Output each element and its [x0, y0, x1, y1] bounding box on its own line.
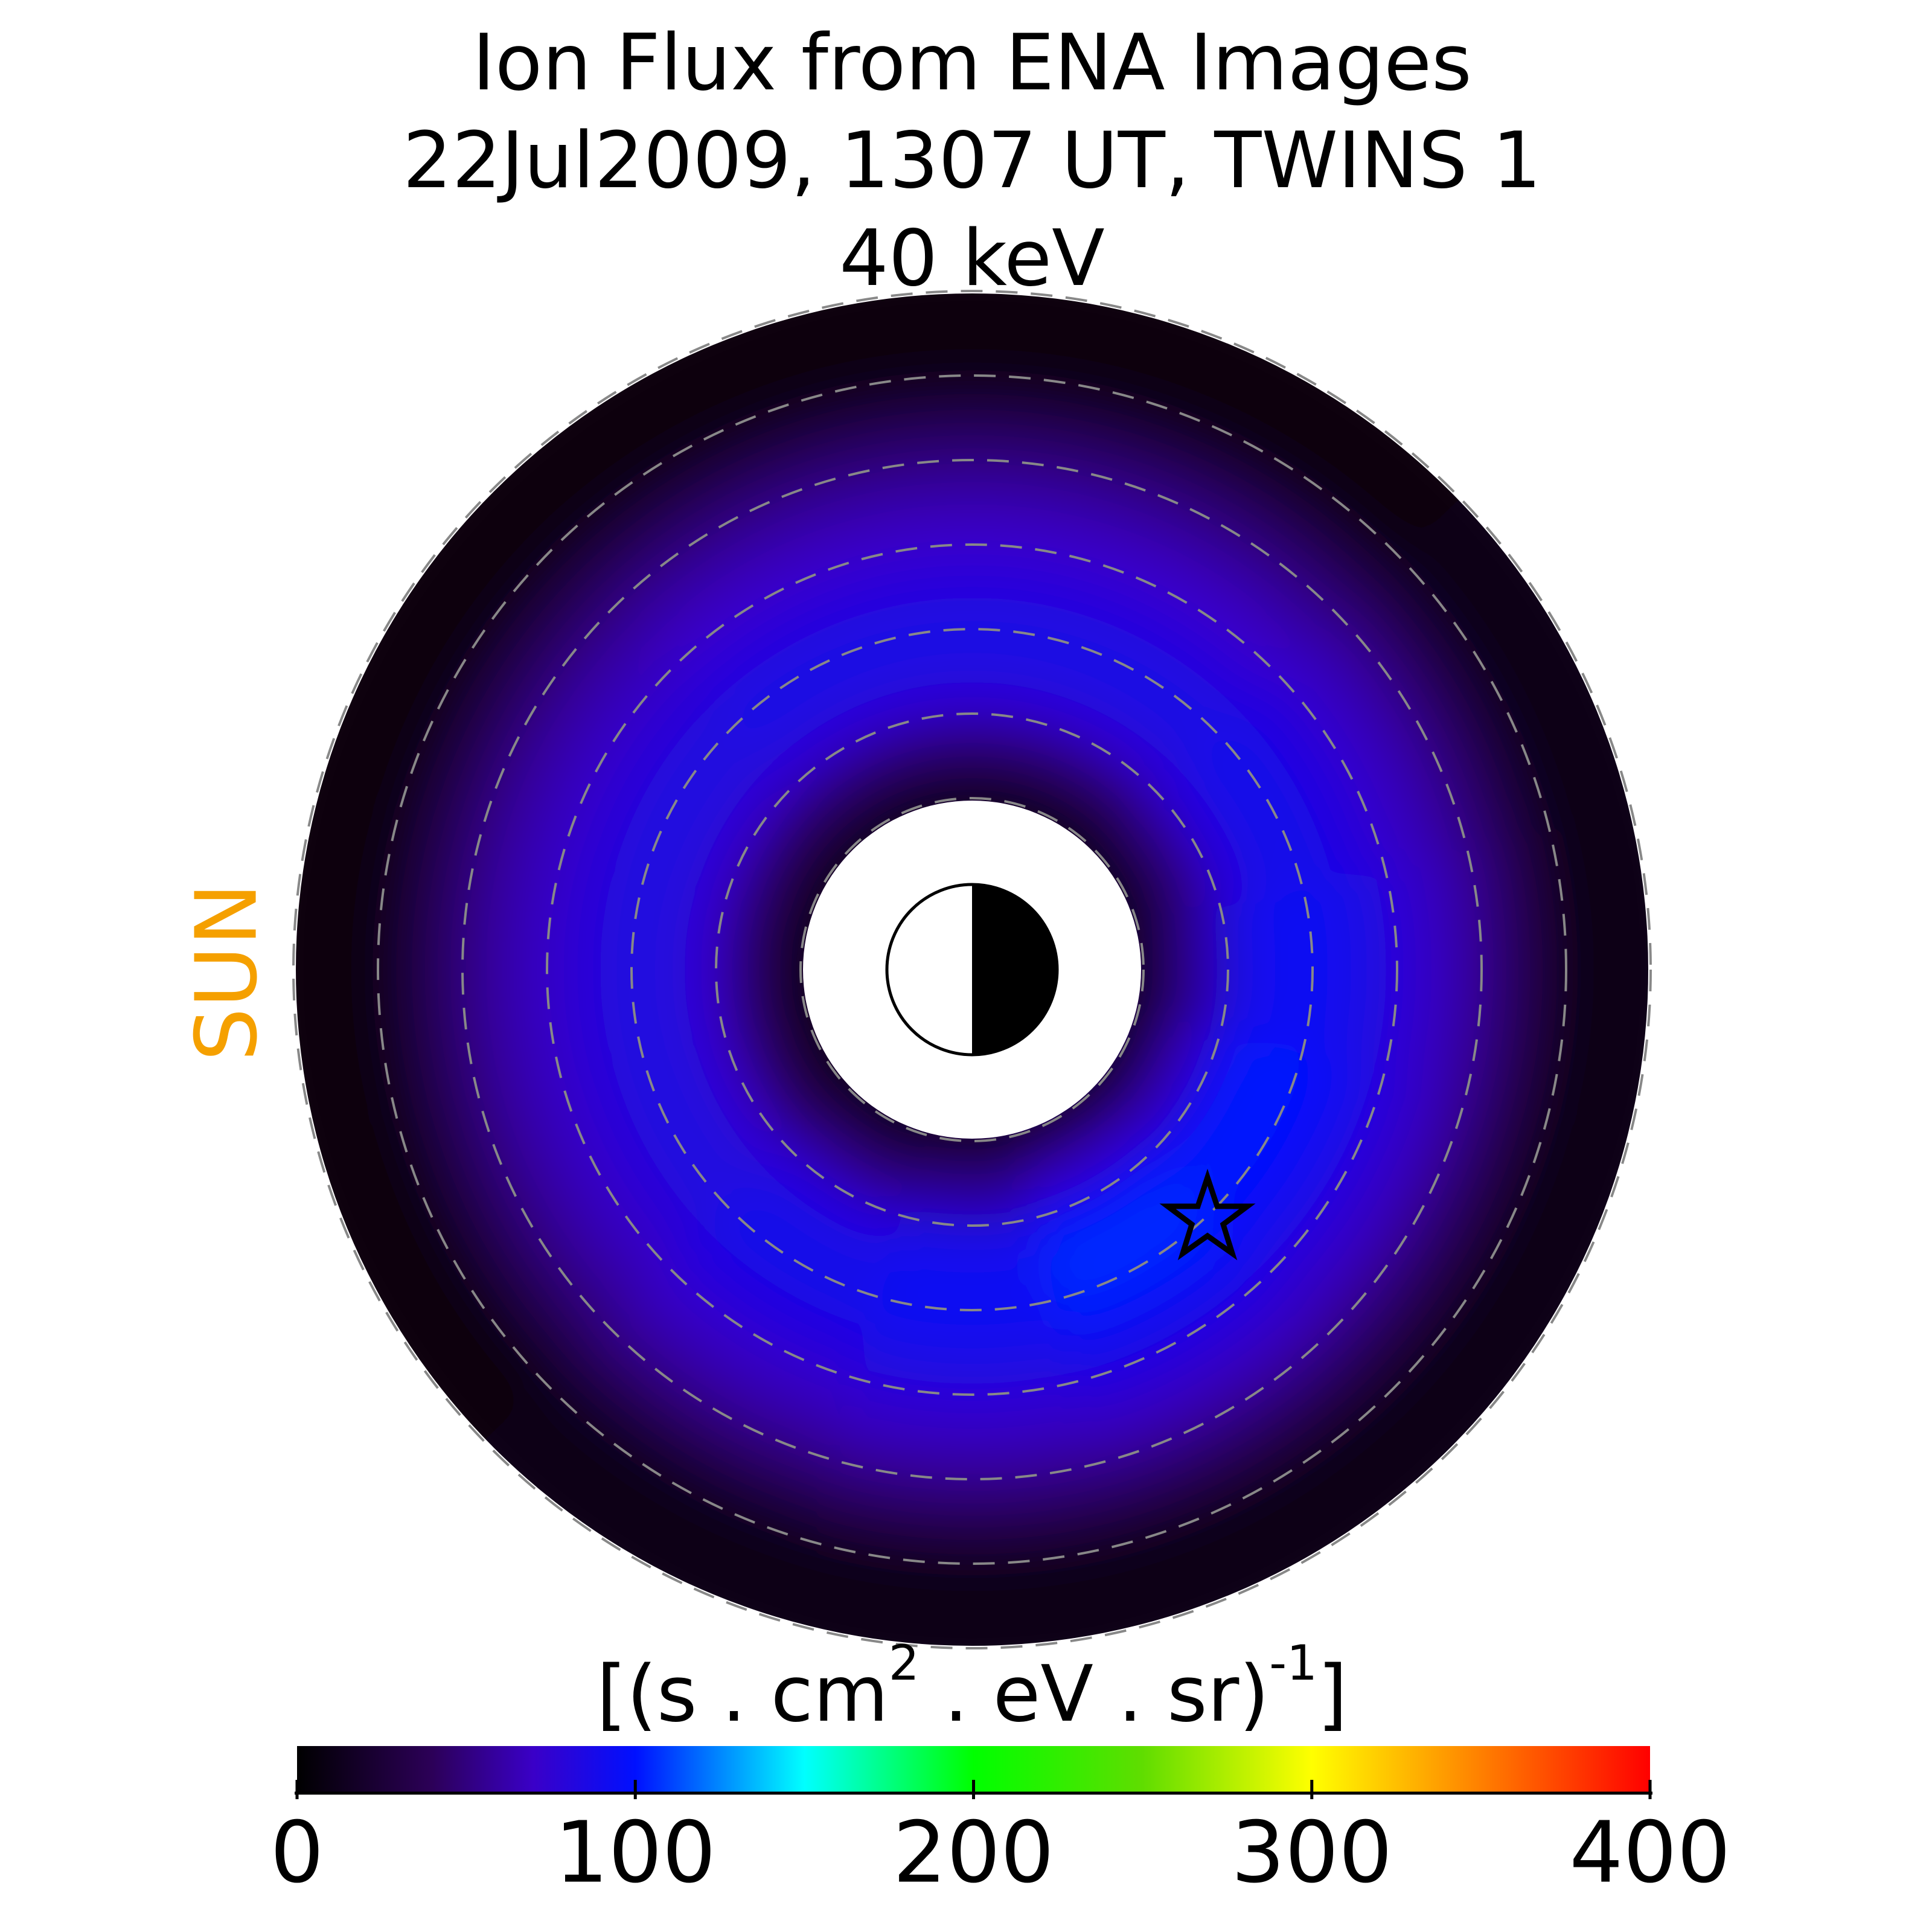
- heat-cell: [1532, 769, 1648, 1170]
- label-part: [(s . cm: [597, 1649, 889, 1739]
- earth: [885, 883, 1059, 1057]
- satellite-marker: [1159, 1168, 1256, 1261]
- colorbar-tick-label: 0: [270, 1804, 324, 1902]
- label-sup: 2: [889, 1635, 920, 1691]
- heat-cell: [772, 293, 1172, 409]
- title-line: Ion Flux from ENA Images: [472, 18, 1472, 108]
- colorbar-tick-label: 300: [1231, 1804, 1392, 1902]
- title-line: 40 keV: [839, 214, 1104, 304]
- heat-cell: [1113, 293, 1495, 565]
- heat-cell: [1377, 446, 1648, 829]
- sun-label: SUN: [178, 883, 277, 1061]
- colorbar-tick-label: 200: [893, 1804, 1054, 1902]
- heat-cell: [1113, 1375, 1495, 1646]
- label-part: . eV . sr): [920, 1649, 1270, 1739]
- heat-cell: [772, 1530, 1172, 1646]
- earth-outline: [885, 883, 1059, 1057]
- heat-cell: [449, 293, 831, 565]
- grid-circle: [546, 543, 1398, 1396]
- grid-circle: [377, 374, 1567, 1565]
- heat-cell: [1377, 1110, 1648, 1493]
- colorbar: 0 100 200 300 400: [270, 1746, 1731, 1902]
- colorbar-tick-label: 100: [555, 1804, 716, 1902]
- radial-grid: [292, 290, 1652, 1649]
- label-part: ]: [1317, 1649, 1348, 1739]
- heat-cell: [296, 446, 567, 829]
- colorbar-label: [(s . cm2 . eV . sr)-1]: [597, 1635, 1348, 1739]
- grid-circle: [715, 712, 1229, 1227]
- heat-cell: [296, 1110, 567, 1493]
- heatmap: [296, 293, 1648, 1646]
- grid-circle: [630, 628, 1314, 1311]
- title-line: 22Jul2009, 1307 UT, TWINS 1: [403, 116, 1541, 206]
- label-sup: -1: [1269, 1635, 1317, 1691]
- grid-circle: [799, 797, 1145, 1142]
- grid-circle: [461, 459, 1483, 1480]
- grid-circle: [292, 290, 1652, 1649]
- colorbar-tick-label: 400: [1569, 1804, 1730, 1902]
- earth-night: [972, 884, 1057, 1055]
- heatmap-cells: [296, 293, 1648, 1646]
- heat-cell: [296, 769, 412, 1170]
- heat-cell: [449, 1375, 831, 1646]
